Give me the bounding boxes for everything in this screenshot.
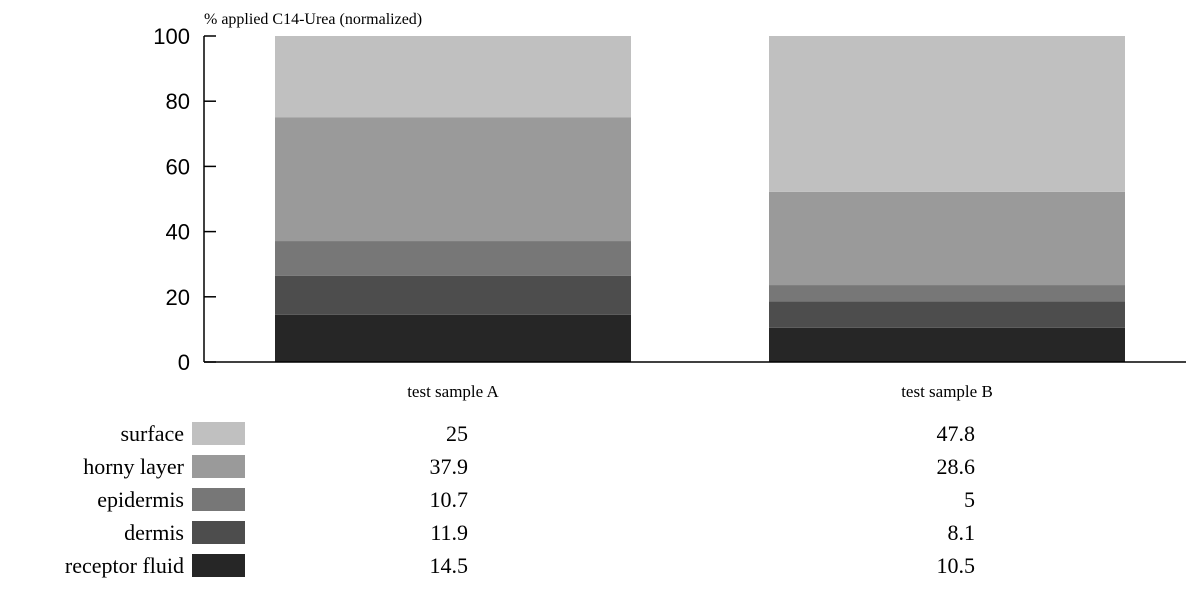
bar-segment xyxy=(275,117,631,242)
bar-segment xyxy=(769,285,1125,302)
y-tick-label: 60 xyxy=(166,154,190,179)
data-value: 10.7 xyxy=(430,487,469,512)
bars xyxy=(275,36,1125,362)
legend-swatch xyxy=(192,554,245,577)
data-value: 11.9 xyxy=(430,520,468,545)
data-value: 25 xyxy=(446,421,468,446)
y-tick-label: 80 xyxy=(166,89,190,114)
series-label: surface xyxy=(120,421,184,446)
category-label: test sample B xyxy=(901,382,993,401)
y-tick-label: 0 xyxy=(178,350,190,375)
bar-segment xyxy=(275,275,631,315)
y-tick-label: 100 xyxy=(153,24,190,49)
series-label: receptor fluid xyxy=(65,553,184,578)
legend-swatch xyxy=(192,521,245,544)
data-value: 37.9 xyxy=(430,454,469,479)
data-value: 47.8 xyxy=(937,421,976,446)
series-label: horny layer xyxy=(83,454,184,479)
category-labels: test sample A test sample B xyxy=(407,382,993,401)
legend-swatch xyxy=(192,422,245,445)
bar-segment xyxy=(275,314,631,362)
y-axis-label: % applied C14-Urea (normalized) xyxy=(204,11,422,28)
y-tick-label: 40 xyxy=(166,220,190,245)
data-value: 14.5 xyxy=(430,553,469,578)
series-label: epidermis xyxy=(97,487,184,512)
bar-segment xyxy=(769,191,1125,286)
series-label: dermis xyxy=(124,520,184,545)
y-tick-label: 20 xyxy=(166,285,190,310)
y-axis: 0 20 40 60 80 100 xyxy=(153,24,216,375)
data-value: 28.6 xyxy=(937,454,976,479)
data-value: 5 xyxy=(964,487,975,512)
data-value: 8.1 xyxy=(948,520,976,545)
bar-segment xyxy=(769,327,1125,362)
bar-segment xyxy=(275,36,631,118)
bar-segment xyxy=(275,241,631,276)
legend-swatch xyxy=(192,455,245,478)
data-table: surface 25 47.8 horny layer 37.9 28.6 epidermi… xyxy=(65,421,975,578)
bar-segment xyxy=(769,36,1125,192)
category-label: test sample A xyxy=(407,382,499,401)
data-value: 10.5 xyxy=(937,553,976,578)
legend-swatch xyxy=(192,488,245,511)
bar-segment xyxy=(769,301,1125,328)
